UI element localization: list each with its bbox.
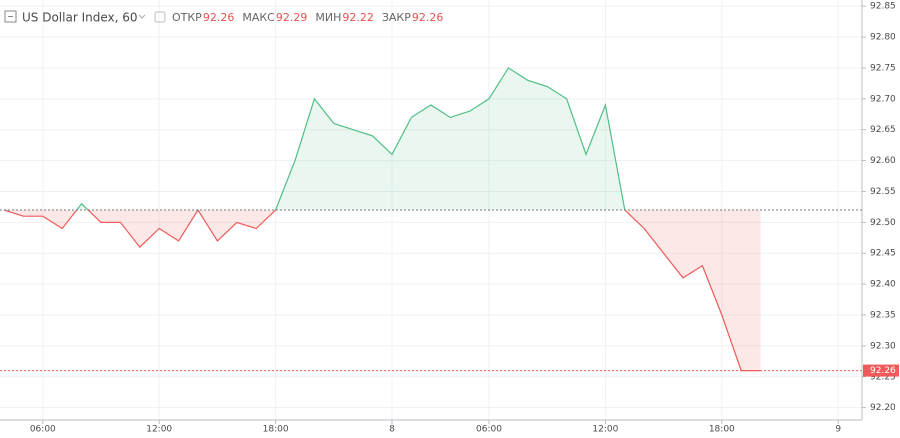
y-tick-label: 92.75 (870, 63, 896, 73)
x-tick-label: 06:00 (30, 425, 56, 435)
y-tick-label: 92.45 (870, 249, 896, 259)
last-price-label: 92.26 (870, 366, 896, 376)
dropdown-icon[interactable] (138, 14, 146, 19)
y-tick-label: 92.65 (870, 125, 896, 135)
x-tick-label: 8 (389, 425, 395, 435)
y-tick-label: 92.25 (870, 372, 896, 382)
y-tick-label: 92.20 (870, 403, 896, 413)
last-price-box (863, 364, 899, 377)
y-tick-label: 92.40 (870, 280, 896, 290)
collapse-icon[interactable] (4, 10, 17, 23)
chart-title: US Dollar Index, 60 (22, 11, 138, 25)
y-tick-label: 92.35 (870, 311, 896, 321)
y-tick-label: 92.85 (870, 2, 896, 12)
x-tick-label: 12:00 (592, 425, 618, 435)
area-up (4, 67, 761, 210)
y-tick-label: 92.50 (870, 218, 896, 228)
ohlc-value: 92.29 (276, 11, 308, 24)
line-up (4, 67, 626, 210)
ohlc-value: 92.26 (203, 11, 235, 24)
ohlc-value: 92.26 (412, 11, 444, 24)
ohlc-label: МИН (315, 11, 341, 24)
x-tick-label: 9 (835, 425, 841, 435)
x-tick-label: 18:00 (263, 425, 289, 435)
y-tick-label: 92.70 (870, 94, 896, 104)
y-tick-label: 92.80 (870, 33, 896, 43)
y-tick-label: 92.55 (870, 187, 896, 197)
ohlc-label: ЗАКР (382, 11, 411, 24)
x-tick-label: 06:00 (476, 425, 502, 435)
settings-icon[interactable] (154, 11, 166, 23)
line-down (3, 210, 761, 372)
ohlc-label: ОТКР (172, 11, 202, 24)
x-tick-label: 12:00 (146, 425, 172, 435)
area-down (4, 210, 761, 371)
y-tick-label: 92.60 (870, 156, 896, 166)
ohlc-value: 92.22 (342, 11, 374, 24)
x-tick-label: 18:00 (709, 425, 735, 435)
ohlc-label: МАКС (242, 11, 275, 24)
y-tick-label: 92.30 (870, 341, 896, 351)
